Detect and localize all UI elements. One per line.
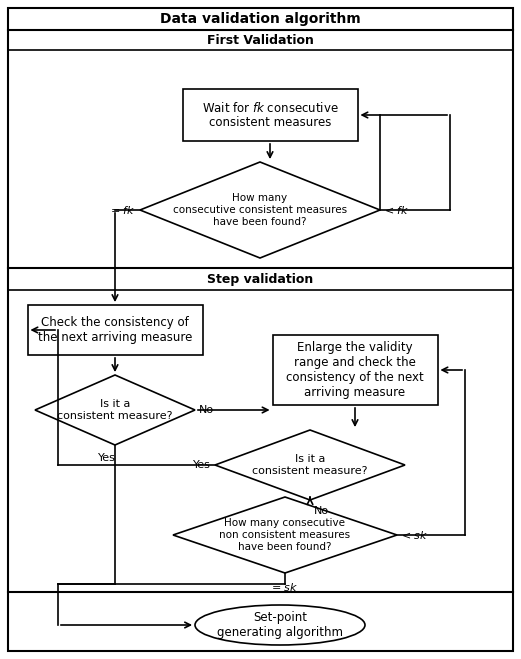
Text: Step validation: Step validation — [207, 273, 314, 285]
Text: Yes: Yes — [98, 453, 116, 463]
Text: Wait for $fk$ consecutive
consistent measures: Wait for $fk$ consecutive consistent mea… — [202, 101, 339, 130]
Text: No: No — [314, 506, 329, 516]
Text: Set-point
generating algorithm: Set-point generating algorithm — [217, 611, 343, 639]
Bar — [272, 335, 438, 405]
Polygon shape — [35, 375, 195, 445]
Text: Enlarge the validity
range and check the
consistency of the next
arriving measur: Enlarge the validity range and check the… — [286, 341, 424, 399]
Polygon shape — [140, 162, 380, 258]
Text: How many
consecutive consistent measures
have been found?: How many consecutive consistent measures… — [173, 193, 347, 227]
Text: Is it a
consistent measure?: Is it a consistent measure? — [57, 399, 173, 421]
Text: = $sk$: = $sk$ — [271, 581, 299, 593]
Polygon shape — [173, 497, 397, 573]
Text: Yes: Yes — [193, 460, 211, 470]
Text: Check the consistency of
the next arriving measure: Check the consistency of the next arrivi… — [38, 316, 192, 344]
Text: = $fk$: = $fk$ — [110, 204, 136, 216]
Text: < $sk$: < $sk$ — [401, 529, 428, 541]
Bar — [28, 305, 203, 355]
Text: Is it a
consistent measure?: Is it a consistent measure? — [252, 454, 368, 476]
Polygon shape — [215, 430, 405, 500]
Text: How many consecutive
non consistent measures
have been found?: How many consecutive non consistent meas… — [219, 519, 351, 552]
Ellipse shape — [195, 605, 365, 645]
Text: First Validation: First Validation — [207, 34, 314, 47]
Bar — [182, 89, 357, 141]
Text: Data validation algorithm: Data validation algorithm — [160, 12, 361, 26]
Text: No: No — [199, 405, 214, 415]
Text: < $fk$: < $fk$ — [384, 204, 410, 216]
